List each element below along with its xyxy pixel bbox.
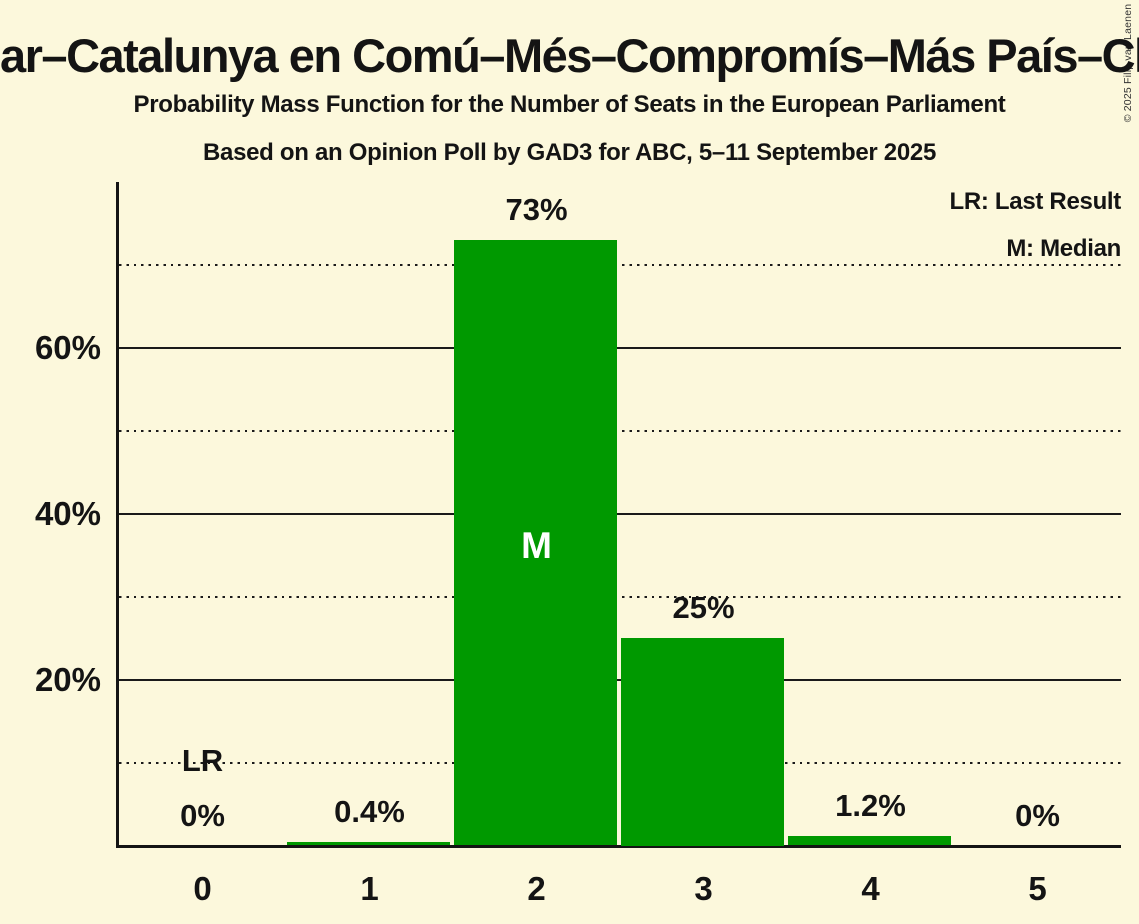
bar-seat-3	[620, 638, 785, 846]
y-tick-label-40pct: 40%	[34, 494, 101, 532]
title-clip-region: ar–Catalunya en Comú–Més–Compromís–Más P…	[0, 26, 1139, 86]
gridline-solid-40pct	[119, 512, 1121, 515]
x-tick-label-5: 5	[1028, 870, 1047, 907]
gridline-solid-20pct	[119, 678, 1121, 681]
y-tick-label-60pct: 60%	[34, 328, 101, 366]
chart-poll-line: Based on an Opinion Poll by GAD3 for ABC…	[202, 139, 936, 166]
bar-seat-2	[453, 239, 618, 846]
gridline-dotted-50pct	[119, 429, 1121, 432]
x-tick-label-3: 3	[694, 870, 713, 907]
x-tick-label-4: 4	[861, 870, 880, 907]
x-axis	[116, 845, 1121, 848]
median-label: M	[521, 524, 552, 566]
bar-seat-4	[787, 835, 952, 846]
gridline-solid-60pct	[119, 346, 1121, 349]
bar-seat-1	[286, 842, 451, 846]
legend-median: M: Median	[1006, 235, 1121, 262]
value-label-seat-4: 1.2%	[835, 787, 906, 823]
x-tick-label-2: 2	[527, 870, 546, 907]
gridline-dotted-10pct	[119, 761, 1121, 764]
legend-last-result: LR: Last Result	[949, 188, 1121, 215]
gridline-dotted-70pct	[119, 263, 1121, 266]
x-tick-label-1: 1	[360, 870, 379, 907]
value-label-seat-3: 25%	[672, 590, 735, 625]
value-label-seat-2: 73%	[505, 191, 568, 227]
value-label-seat-0: 0%	[180, 797, 225, 833]
y-axis	[116, 182, 119, 848]
x-tick-label-0: 0	[193, 870, 212, 907]
chart-title: ar–Catalunya en Comú–Més–Compromís–Más P…	[0, 29, 1139, 82]
last-result-label: LR	[181, 743, 224, 778]
chart-subtitle: Probability Mass Function for the Number…	[133, 91, 1006, 118]
value-label-seat-5: 0%	[1015, 797, 1060, 833]
y-tick-label-20pct: 20%	[34, 660, 101, 698]
gridline-dotted-30pct	[119, 595, 1121, 598]
value-label-seat-1: 0.4%	[334, 794, 405, 830]
legend: LR: Last Result M: Median	[949, 178, 1121, 272]
